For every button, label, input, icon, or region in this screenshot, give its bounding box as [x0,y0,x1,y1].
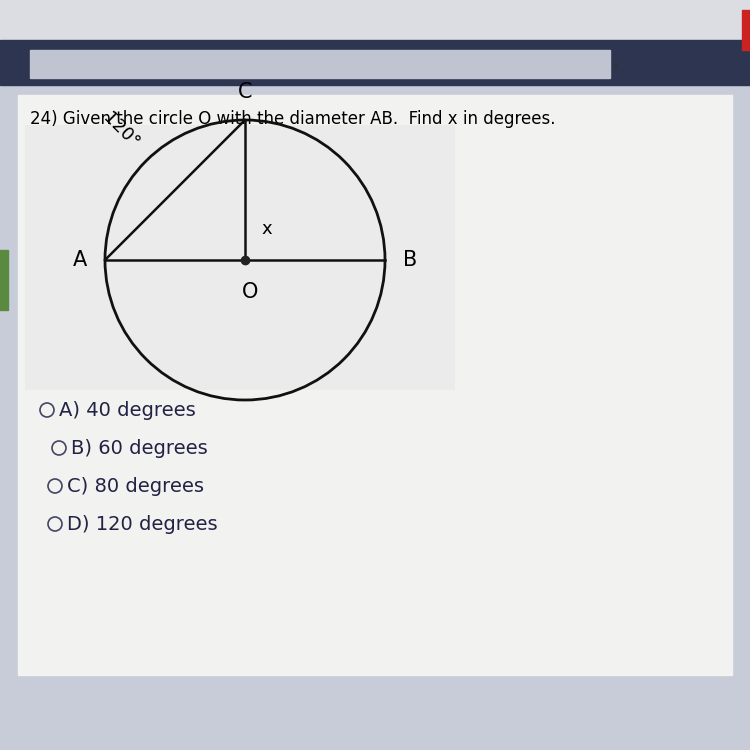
Text: 120°: 120° [100,109,142,152]
Bar [25,125,455,390]
Text: B: B [403,250,417,270]
Text: C: C [238,82,252,102]
Text: v: v [611,58,619,70]
Bar [0,0,750,40]
Text: O: O [242,282,258,302]
Text: C) 80 degrees: C) 80 degrees [67,476,204,496]
Bar [18,95,732,675]
Text: 24) Given the circle O with the diameter AB.  Find x in degrees.: 24) Given the circle O with the diameter… [30,110,556,128]
Text: x: x [262,220,272,238]
Text: A: A [73,250,87,270]
Bar [0,40,750,85]
Text: B) 60 degrees: B) 60 degrees [71,439,208,458]
Bar [30,50,610,78]
Text: D) 120 degrees: D) 120 degrees [67,514,218,533]
Bar [742,10,750,50]
Text: A) 40 degrees: A) 40 degrees [59,400,196,419]
Bar [0,250,8,310]
